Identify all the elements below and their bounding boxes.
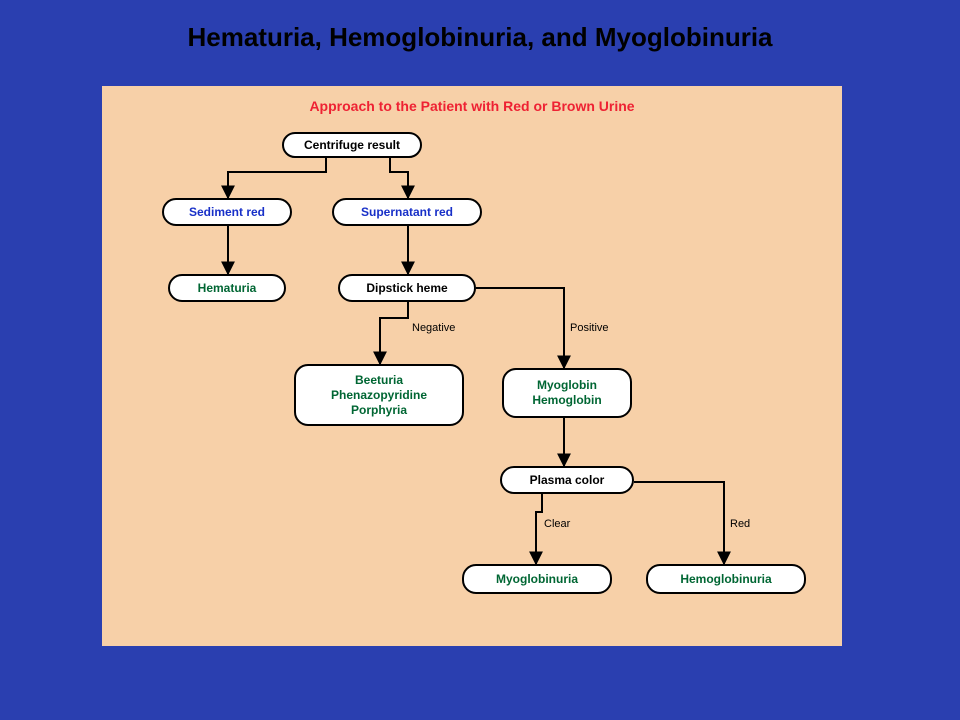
node-beeturia: Beeturia Phenazopyridine Porphyria — [294, 364, 464, 426]
slide-title: Hematuria, Hemoglobinuria, and Myoglobin… — [0, 22, 960, 53]
edge-label-positive: Positive — [570, 322, 609, 334]
node-myoglobinuria: Myoglobinuria — [462, 564, 612, 594]
node-dipstick-heme: Dipstick heme — [338, 274, 476, 302]
flowchart-title: Approach to the Patient with Red or Brow… — [102, 98, 842, 114]
node-centrifuge: Centrifuge result — [282, 132, 422, 158]
node-plasma-color: Plasma color — [500, 466, 634, 494]
node-hematuria: Hematuria — [168, 274, 286, 302]
edge-label-red: Red — [730, 518, 750, 530]
node-myoglobin-hemoglobin: Myoglobin Hemoglobin — [502, 368, 632, 418]
flowchart-arrows — [102, 86, 842, 646]
slide: Hematuria, Hemoglobinuria, and Myoglobin… — [0, 0, 960, 720]
edge-label-negative: Negative — [412, 322, 455, 334]
node-supernatant-red: Supernatant red — [332, 198, 482, 226]
node-hemoglobinuria: Hemoglobinuria — [646, 564, 806, 594]
edge-label-clear: Clear — [544, 518, 570, 530]
flowchart-panel: Approach to the Patient with Red or Brow… — [102, 86, 842, 646]
node-sediment-red: Sediment red — [162, 198, 292, 226]
